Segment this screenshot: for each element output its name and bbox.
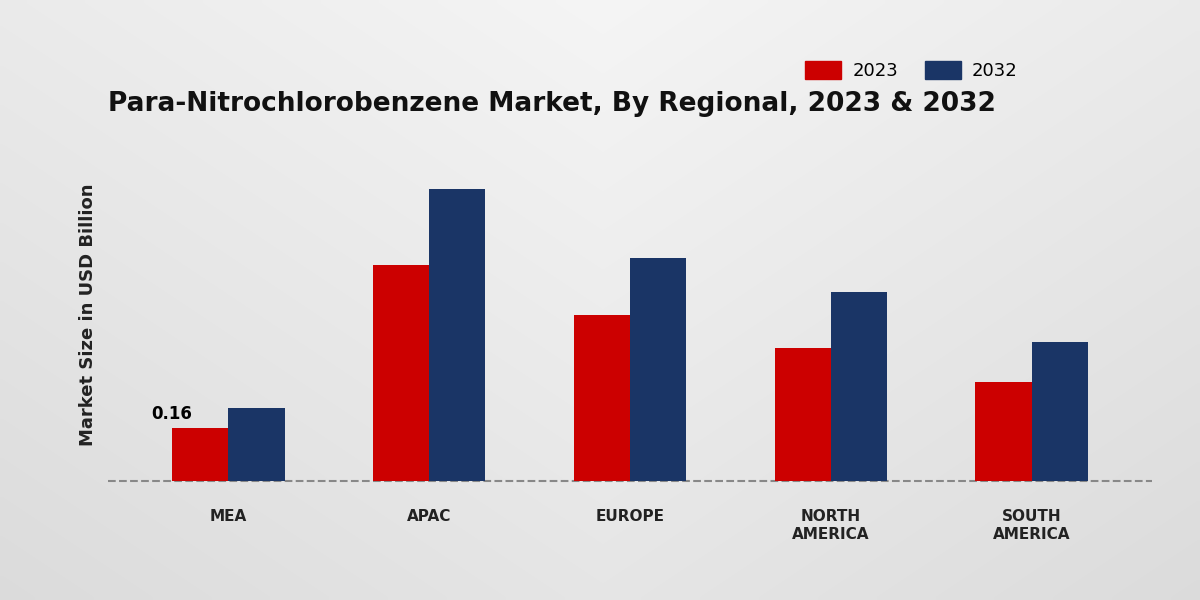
Y-axis label: Market Size in USD Billion: Market Size in USD Billion [79,184,97,446]
Bar [630,259,686,481]
Bar [976,382,1032,481]
Bar [430,188,486,481]
Text: Para-Nitrochlorobenzene Market, By Regional, 2023 & 2032: Para-Nitrochlorobenzene Market, By Regio… [108,91,996,117]
Bar [228,408,284,481]
Bar [830,292,887,481]
Bar [1032,341,1087,481]
Legend: 2023, 2032: 2023, 2032 [805,61,1018,80]
Bar [574,315,630,481]
Text: 0.16: 0.16 [151,405,192,423]
Bar [373,265,430,481]
Bar [774,348,830,481]
Bar [173,428,228,481]
